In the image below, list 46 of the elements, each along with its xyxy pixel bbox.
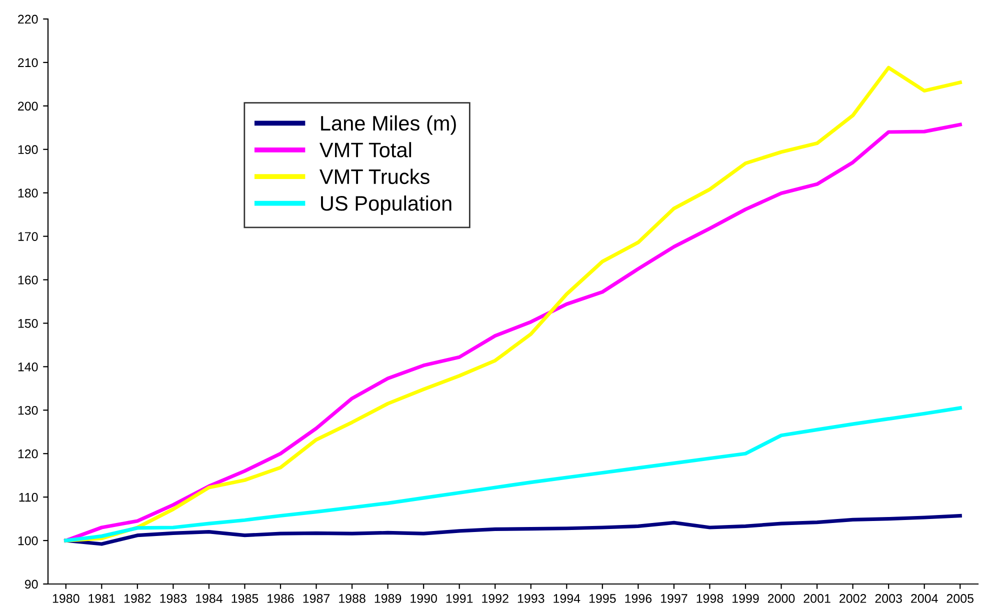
line-series	[64, 406, 962, 542]
x-tick-label: 1986	[268, 594, 294, 603]
x-tick-label: 1981	[88, 594, 115, 603]
x-tick-label: 1989	[374, 594, 402, 603]
x-tick-label: 1985	[232, 594, 258, 603]
x-tick-label: 2003	[875, 594, 902, 603]
legend-label: Lane Miles (m)	[321, 115, 456, 135]
x-tick-label: 1999	[732, 594, 759, 603]
x-tick-label: 1991	[446, 594, 473, 603]
x-tick-label: 1988	[339, 594, 366, 603]
x-tick-label: 1982	[124, 594, 151, 603]
legend-label: VMT Trucks	[320, 168, 430, 184]
x-tick-label: 1990	[410, 594, 437, 603]
legend-label: VMT Total	[320, 142, 412, 158]
x-tick-label: 2002	[840, 594, 866, 603]
x-tick-label: 1994	[554, 594, 580, 603]
y-tick-label: 150	[18, 319, 38, 328]
y-tick-label: 170	[18, 232, 38, 241]
x-tick-label: 1993	[518, 594, 544, 603]
x-tick-label: 1992	[482, 594, 508, 603]
y-tick-label: 140	[18, 362, 38, 372]
line-series	[64, 514, 962, 546]
x-tick-label: 1983	[160, 594, 187, 603]
x-tick-label: 1996	[625, 594, 652, 603]
y-tick-label: 210	[18, 58, 38, 68]
x-tick-label: 2005	[946, 594, 974, 603]
y-tick-label: 90	[24, 580, 38, 589]
y-tick-label: 190	[18, 145, 38, 154]
x-tick-label: 1987	[303, 594, 330, 603]
x-tick-label: 2004	[911, 594, 938, 603]
x-tick-label: 2000	[768, 594, 795, 603]
y-tick-label: 130	[18, 406, 38, 415]
x-tick-label: 1997	[661, 594, 688, 603]
legend-label: US Population	[321, 196, 452, 215]
x-tick-label: 2001	[804, 594, 830, 603]
y-tick-label: 120	[18, 449, 38, 458]
x-tick-label: 1995	[589, 594, 616, 603]
y-tick-label: 100	[18, 536, 38, 546]
y-tick-label: 110	[19, 492, 38, 502]
y-tick-label: 180	[18, 188, 38, 198]
y-tick-label: 220	[18, 14, 38, 24]
y-tick-label: 160	[18, 276, 38, 284]
y-tick-label: 200	[18, 102, 38, 111]
x-tick-label: 1998	[696, 594, 724, 603]
x-tick-label: 1984	[196, 594, 222, 603]
x-tick-label: 1980	[52, 594, 80, 603]
